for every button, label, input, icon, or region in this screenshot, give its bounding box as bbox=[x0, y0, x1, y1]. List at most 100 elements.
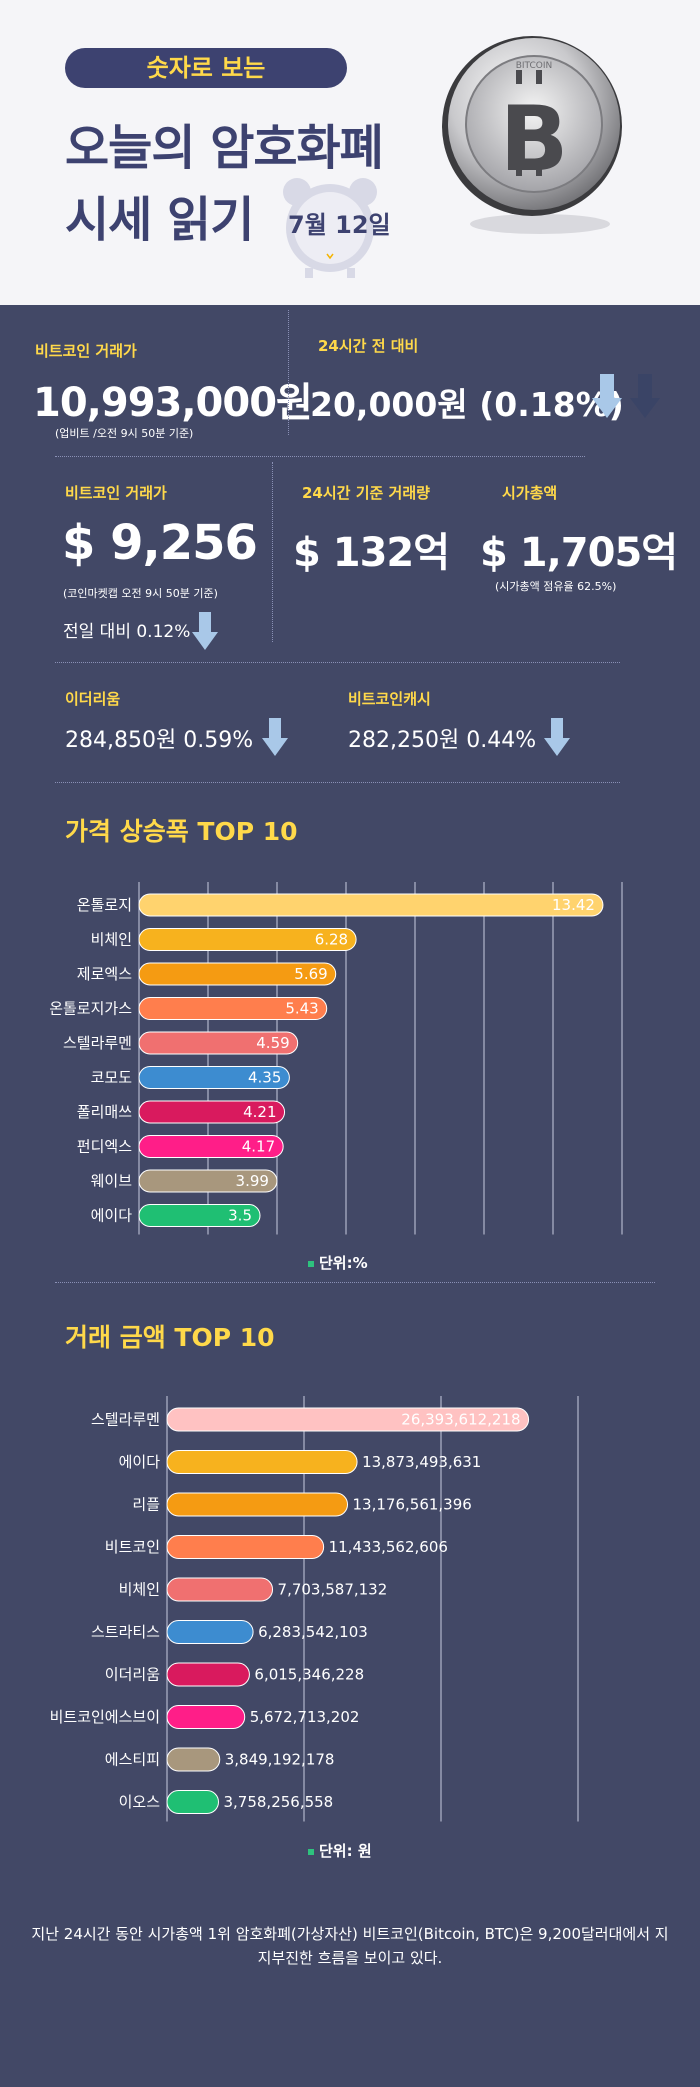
divider-vertical-1 bbox=[288, 310, 289, 435]
btc-usd-note: (코인마켓캡 오전 9시 50분 기준) bbox=[63, 587, 218, 600]
page-title-line2: 시세 읽기 bbox=[65, 192, 254, 248]
footer-text: 지난 24시간 동안 시가총액 1위 암호화폐(가상자산) 비트코인(Bitco… bbox=[31, 1925, 669, 1967]
category-label: 온톨로지가스 bbox=[49, 1000, 132, 1018]
chart-bar bbox=[166, 1577, 274, 1602]
down-arrow-shadow-icon bbox=[630, 374, 660, 418]
chart-bar bbox=[138, 893, 604, 917]
chart-bar bbox=[166, 1492, 349, 1517]
market-cap-value: $ 1,705억 bbox=[480, 530, 678, 576]
data-label: 11,433,562,606 bbox=[329, 1538, 448, 1556]
category-label: 비체인 bbox=[91, 931, 132, 949]
header-date: 7월 12일 bbox=[288, 211, 391, 239]
chart-bar bbox=[166, 1662, 250, 1687]
category-label: 비트코인 bbox=[105, 1538, 160, 1556]
unit-bullet-icon bbox=[308, 1848, 314, 1855]
chart-bar bbox=[138, 928, 357, 951]
category-label: 온톨로지 bbox=[77, 896, 132, 914]
data-label: 6,015,346,228 bbox=[254, 1666, 364, 1684]
category-label: 리플 bbox=[132, 1496, 160, 1514]
down-arrow-icon bbox=[544, 718, 570, 756]
chart-bar bbox=[166, 1790, 219, 1814]
data-label: 6,283,542,103 bbox=[258, 1623, 368, 1641]
down-arrow-icon bbox=[192, 612, 218, 650]
data-label: 3.99 bbox=[236, 1172, 269, 1190]
data-label: 26,393,612,218 bbox=[401, 1411, 520, 1429]
category-label: 비체인 bbox=[119, 1581, 160, 1599]
chart-bar bbox=[138, 1169, 278, 1193]
alarm-clock-icon bbox=[283, 178, 377, 278]
chart-bar bbox=[138, 1204, 261, 1227]
bch-label: 비트코인캐시 bbox=[348, 690, 431, 708]
bitcoin-coin-icon: BITCOIN B bbox=[442, 36, 622, 234]
chart-bar bbox=[166, 1535, 325, 1559]
volume-value: $ 132억 bbox=[293, 530, 450, 576]
data-label: 4.59 bbox=[256, 1034, 289, 1052]
category-label: 스트라티스 bbox=[91, 1623, 160, 1641]
divider-horizontal-2 bbox=[55, 662, 620, 663]
data-label: 3,758,256,558 bbox=[223, 1793, 333, 1811]
category-label: 스텔라루멘 bbox=[91, 1411, 160, 1429]
data-label: 13,176,561,396 bbox=[353, 1496, 472, 1514]
chart-bar bbox=[138, 997, 328, 1020]
chart-bar bbox=[138, 1100, 286, 1124]
chart2-unit-text: 단위: 원 bbox=[319, 1842, 372, 1860]
chart-bar bbox=[166, 1747, 221, 1772]
chart-bar bbox=[166, 1705, 246, 1729]
bch-value: 282,250원 0.44% bbox=[348, 728, 537, 753]
chart-bar bbox=[166, 1450, 358, 1474]
page-title-line1: 오늘의 암호화폐 bbox=[65, 120, 384, 176]
btc-krw-value: 10,993,000원 bbox=[33, 380, 313, 426]
volume-label: 24시간 기준 거래량 bbox=[302, 484, 430, 502]
chart1-unit: 단위:% bbox=[308, 1252, 368, 1273]
eth-label: 이더리움 bbox=[65, 690, 121, 708]
chart-bar bbox=[138, 1135, 284, 1158]
category-label: 이더리움 bbox=[105, 1666, 160, 1684]
header-pill: 숫자로 보는 bbox=[65, 48, 347, 88]
data-label: 6.28 bbox=[315, 931, 348, 949]
chart-bar bbox=[166, 1407, 530, 1432]
data-label: 5.43 bbox=[285, 1000, 318, 1018]
change-24h-label: 24시간 전 대비 bbox=[318, 337, 419, 355]
category-label: 펀디엑스 bbox=[77, 1138, 132, 1156]
chart-bar bbox=[166, 1620, 254, 1644]
data-label: 13.42 bbox=[552, 896, 595, 914]
data-label: 3,849,192,178 bbox=[225, 1751, 335, 1769]
category-label: 제로엑스 bbox=[77, 965, 132, 983]
down-arrow-icon bbox=[262, 718, 288, 756]
divider-horizontal-4 bbox=[55, 1282, 655, 1283]
category-label: 이오스 bbox=[119, 1793, 161, 1811]
data-label: 5,672,713,202 bbox=[250, 1708, 360, 1726]
down-arrow-icon bbox=[592, 374, 622, 418]
btc-krw-note: (업비트 /오전 9시 50분 기준) bbox=[55, 427, 194, 440]
unit-bullet-icon bbox=[308, 1260, 314, 1267]
data-label: 7,703,587,132 bbox=[278, 1581, 388, 1599]
btc-usd-label: 비트코인 거래가 bbox=[65, 484, 167, 502]
chart1-price-change: 온톨로지 13.42 비체인 6.28 제로엑스 5.69 온톨로지가스 5.43 스텔라루멘 4… bbox=[49, 882, 623, 1235]
data-label: 4.21 bbox=[243, 1103, 276, 1121]
chart1-unit-text: 단위:% bbox=[319, 1254, 368, 1272]
category-label: 에이다 bbox=[91, 1207, 133, 1225]
category-label: 에이다 bbox=[119, 1453, 161, 1471]
market-cap-label: 시가총액 bbox=[502, 484, 558, 502]
market-cap-note: (시가총액 점유율 62.5%) bbox=[495, 580, 617, 593]
divider-horizontal-3 bbox=[55, 782, 620, 783]
category-label: 비트코인에스브이 bbox=[50, 1708, 160, 1726]
data-label: 5.69 bbox=[294, 965, 327, 983]
btc-usd-value: $ 9,256 bbox=[62, 515, 258, 571]
chart1-title: 가격 상승폭 TOP 10 bbox=[65, 817, 298, 846]
category-label: 코모도 bbox=[91, 1069, 133, 1087]
header: 숫자로 보는 오늘의 암호화폐 시세 읽기 7월 12일 BITCOIN bbox=[0, 0, 700, 305]
data-label: 4.35 bbox=[248, 1069, 281, 1087]
divider-horizontal-1 bbox=[55, 456, 585, 457]
btc-usd-change: 전일 대비 0.12% bbox=[63, 622, 191, 642]
category-label: 에스티피 bbox=[105, 1751, 160, 1769]
chart-bar bbox=[138, 1031, 299, 1055]
chart2-title: 거래 금액 TOP 10 bbox=[65, 1323, 275, 1352]
data-label: 13,873,493,631 bbox=[362, 1453, 481, 1471]
divider-vertical-2 bbox=[272, 462, 273, 642]
btc-krw-label: 비트코인 거래가 bbox=[35, 342, 137, 360]
chart-bar bbox=[138, 1066, 290, 1089]
eth-value: 284,850원 0.59% bbox=[65, 728, 254, 753]
chart2-trade-volume: 스텔라루멘 26,393,612,218 에이다 13,873,493,631 리플 13… bbox=[50, 1396, 579, 1822]
category-label: 웨이브 bbox=[91, 1172, 133, 1190]
